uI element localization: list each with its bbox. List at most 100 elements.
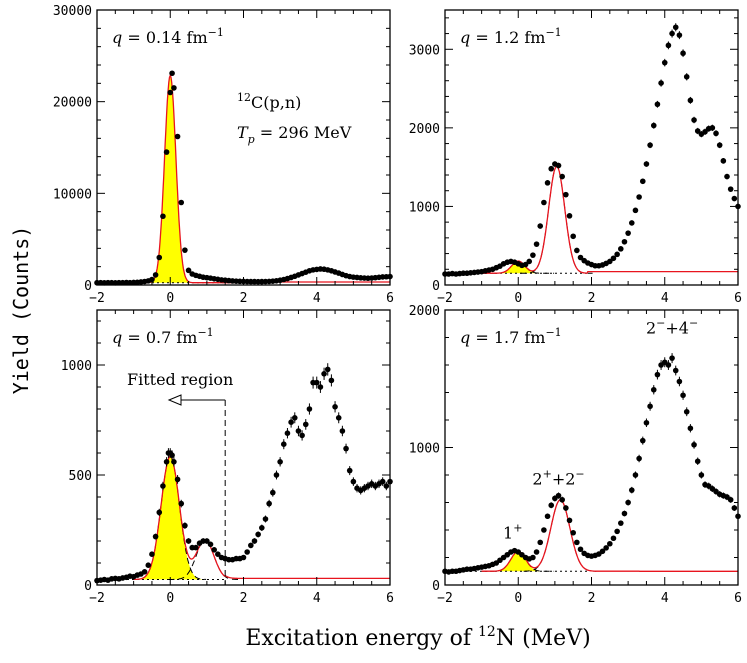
data-point-58 — [654, 371, 661, 378]
data-point-48 — [618, 246, 624, 252]
data-point-49 — [621, 510, 628, 517]
data-point-54 — [639, 437, 646, 444]
data-point-32 — [559, 496, 565, 503]
x-tick-label: 6 — [386, 591, 394, 606]
y-tick-label: 2000 — [409, 304, 440, 319]
data-point-37 — [577, 546, 584, 553]
ground-state-fill — [137, 75, 204, 283]
x-tick-label: 4 — [313, 591, 321, 606]
data-point-58 — [299, 432, 305, 439]
data-point-70 — [343, 445, 349, 452]
x-tick-label: 6 — [734, 291, 742, 306]
data-point-18 — [160, 213, 166, 220]
data-point-50 — [625, 230, 631, 236]
data-point-63 — [672, 24, 679, 31]
data-point-49 — [266, 500, 272, 507]
data-point-68 — [691, 117, 697, 123]
data-point-24 — [174, 476, 181, 483]
data-point-57 — [650, 386, 657, 393]
y-tick-label: 1000 — [409, 200, 440, 215]
data-point-27 — [541, 199, 547, 206]
data-point-46 — [610, 255, 617, 262]
data-point-23 — [526, 258, 533, 265]
data-point-47 — [614, 528, 620, 535]
data-point-44 — [603, 545, 609, 551]
y-tick-label: 20000 — [53, 96, 92, 111]
data-point-24 — [530, 252, 536, 258]
data-point-68 — [691, 441, 697, 448]
data-point-79 — [731, 505, 738, 511]
data-point-27 — [185, 538, 192, 544]
data-point-25 — [182, 247, 188, 253]
data-point-69 — [339, 428, 346, 434]
data-point-51 — [273, 472, 280, 478]
y-axis-label: Yield (Counts) — [9, 226, 33, 395]
data-point-46 — [255, 531, 261, 538]
data-point-32 — [559, 173, 565, 180]
data-point-56 — [291, 415, 298, 421]
data-point-28 — [544, 180, 551, 186]
x-tick-label: 6 — [734, 591, 742, 606]
data-point-49 — [621, 238, 628, 245]
data-point-67 — [332, 404, 338, 410]
data-point-31 — [555, 492, 562, 499]
data-point-81 — [383, 483, 390, 489]
data-point-62 — [313, 379, 320, 386]
data-point-21 — [169, 70, 175, 77]
data-point-19 — [163, 149, 170, 155]
data-point-79 — [731, 195, 738, 202]
fit-component-1 — [168, 539, 241, 580]
x-tick-label: 2 — [588, 291, 596, 306]
data-point-64 — [321, 371, 327, 377]
x-tick-label: 0 — [514, 291, 522, 306]
x-tick-label: −2 — [437, 591, 453, 606]
fit-total-line — [481, 165, 738, 274]
ground-state-fill — [485, 551, 552, 572]
x-tick-label: 4 — [313, 291, 321, 306]
data-point-29 — [548, 165, 555, 172]
data-point-67 — [687, 425, 694, 432]
data-point-25 — [533, 241, 540, 247]
y-tick-label: 500 — [69, 469, 92, 484]
data-point-26 — [537, 223, 544, 229]
data-point-48 — [618, 520, 624, 526]
data-point-19 — [163, 459, 170, 465]
data-point-61 — [665, 42, 672, 49]
data-point-77 — [724, 173, 730, 180]
data-point-44 — [248, 542, 254, 549]
fit-component-1 — [523, 499, 597, 572]
y-tick-label: 0 — [432, 279, 440, 294]
plot-frame — [444, 9, 739, 286]
data-point-31 — [555, 162, 562, 169]
data-point-34 — [566, 213, 573, 219]
data-point-29 — [548, 502, 555, 509]
plot-frame — [96, 9, 391, 286]
data-point-63 — [672, 367, 679, 374]
data-point-59 — [658, 80, 664, 86]
data-point-34 — [211, 547, 217, 553]
data-point-53 — [280, 441, 287, 448]
data-point-43 — [244, 549, 250, 555]
x-tick-label: 2 — [240, 291, 248, 306]
data-point-36 — [574, 539, 580, 546]
data-point-71 — [346, 467, 353, 474]
data-point-14 — [145, 562, 152, 568]
y-tick-label: 10000 — [53, 187, 92, 202]
data-point-55 — [643, 419, 650, 426]
data-point-46 — [610, 535, 617, 542]
data-point-57 — [295, 428, 302, 434]
data-point-16 — [152, 533, 159, 540]
data-point-17 — [156, 509, 163, 516]
data-point-33 — [207, 541, 214, 548]
state-label-2: 2−+4− — [646, 316, 698, 337]
x-tick-label: −2 — [89, 291, 105, 306]
x-tick-label: 2 — [588, 591, 596, 606]
data-point-65 — [680, 50, 686, 57]
data-point-63 — [317, 384, 324, 390]
data-point-15 — [149, 551, 155, 557]
data-point-66 — [328, 377, 335, 384]
reaction-label: 12C(p,n) — [237, 91, 301, 112]
data-point-27 — [541, 527, 547, 533]
